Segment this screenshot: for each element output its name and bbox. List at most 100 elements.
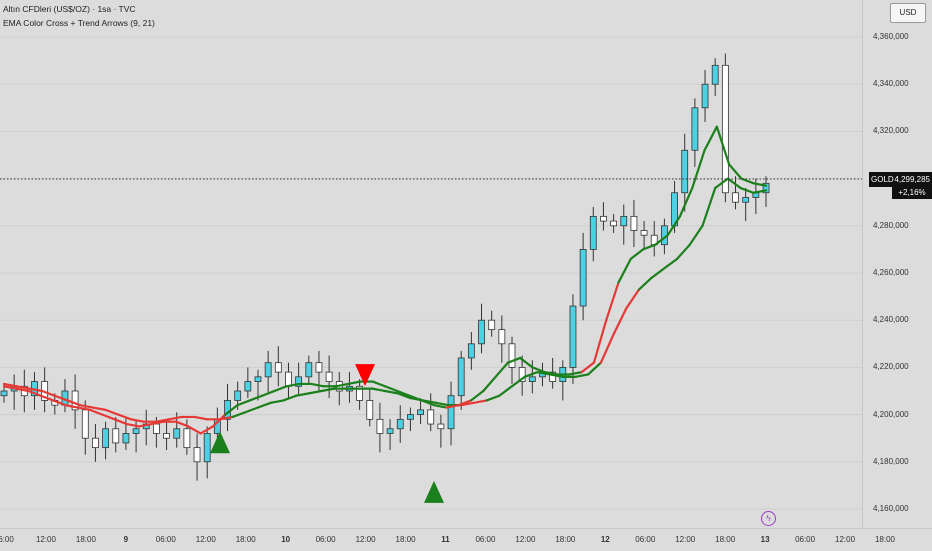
price-axis-label: 4,240,000 <box>873 315 909 325</box>
candle-body <box>569 305 577 368</box>
chart-title: Altın CFDleri (US$/OZ) · 1sa · TVC <box>3 4 136 14</box>
ema-fast-segment <box>310 382 325 388</box>
ema-slow-segment <box>675 243 691 260</box>
ema-slow-segment <box>536 371 552 376</box>
candle-body <box>386 428 394 434</box>
ema-fast-segment <box>580 361 596 374</box>
ema-fast-segment <box>408 394 423 402</box>
ema-fast-segment <box>260 389 276 397</box>
ema-fast-segment <box>371 380 387 388</box>
time-axis-label: 6:00 <box>0 535 14 544</box>
time-axis-label: 06:00 <box>795 535 816 544</box>
ema-fast-segment <box>703 125 718 152</box>
ema-slow-segment <box>587 361 603 376</box>
ema-slow-segment <box>485 394 501 402</box>
ema-fast-segment <box>248 394 264 402</box>
currency-button[interactable]: USD <box>890 3 926 23</box>
time-axis-label: 18:00 <box>235 535 256 544</box>
ema-slow-segment <box>79 404 95 409</box>
ema-fast-segment <box>433 404 448 409</box>
candle-body <box>427 409 435 425</box>
ema-fast-segment <box>420 399 436 407</box>
ema-fast-segment <box>691 149 706 190</box>
ema-slow-segment <box>295 392 310 397</box>
time-axis-label: 18:00 <box>555 535 576 544</box>
ema-slow-segment <box>320 387 336 393</box>
candle-body <box>183 428 191 449</box>
time-axis-label: 12 <box>600 535 610 544</box>
time-axis-label: 11 <box>441 535 450 544</box>
time-axis-label: 12:00 <box>515 535 536 544</box>
ema-slow-segment <box>739 186 755 194</box>
ema-slow-segment <box>282 394 298 402</box>
ema-slow-segment <box>498 385 514 397</box>
ema-fast-segment <box>445 404 460 409</box>
ema-fast-segment <box>469 389 485 402</box>
ema-slow-segment <box>460 401 475 407</box>
flash-icon[interactable]: ϟ <box>761 511 776 526</box>
ema-fast-segment <box>347 380 362 386</box>
time-axis-label: 18:00 <box>75 535 96 544</box>
ema-slow-segment <box>168 415 183 421</box>
ema-fast-segment <box>39 394 55 402</box>
ema-slow-segment <box>231 411 247 419</box>
ema-slow-segment <box>714 177 730 190</box>
ema-fast-segment <box>383 385 399 393</box>
candle-body <box>112 428 120 444</box>
ema-fast-segment <box>494 361 510 378</box>
ema-fast-segment <box>2 385 18 390</box>
time-axis-label: 12:00 <box>355 535 376 544</box>
price-axis-label: 4,220,000 <box>873 362 909 372</box>
candle-body <box>681 149 689 194</box>
candle-body <box>102 428 109 449</box>
ema-slow-segment <box>434 401 450 407</box>
ema-fast-segment <box>482 375 497 393</box>
ema-fast-segment <box>150 420 165 426</box>
candle-body <box>711 64 719 85</box>
ema-fast-segment <box>76 406 92 411</box>
candle-body <box>528 376 536 382</box>
ema-slow-segment <box>383 389 399 395</box>
ema-slow-segment <box>599 333 615 364</box>
ema-slow-segment <box>752 189 768 194</box>
candle-body <box>396 418 404 430</box>
candle-body <box>691 107 699 151</box>
candle-body <box>457 357 465 397</box>
candle-body <box>589 215 597 250</box>
ema-slow-segment <box>244 406 260 414</box>
candle-body <box>447 395 455 430</box>
ema-fast-segment <box>629 248 645 260</box>
ema-fast-segment <box>592 319 608 364</box>
ema-slow-segment <box>40 389 56 397</box>
time-axis[interactable]: 6:00 12:00 18:00 9 06:00 12:00 18:00 10 06:00 12:… <box>0 528 932 551</box>
candle-body <box>234 390 242 401</box>
ema-fast-segment <box>752 182 768 187</box>
candle-body <box>264 362 272 378</box>
ema-fast-segment <box>138 422 153 428</box>
time-axis-label: 10 <box>281 535 291 544</box>
ema-fast-segment <box>27 389 42 397</box>
candles <box>0 53 770 481</box>
ema-fast-segment <box>506 356 522 364</box>
ema-fast-segment <box>654 234 669 246</box>
candle-body <box>356 385 364 401</box>
candle-body <box>508 343 516 368</box>
ema-slow-segment <box>396 392 412 400</box>
price-axis[interactable]: 4,360,0004,340,0004,320,0004,300,0004,28… <box>862 0 932 528</box>
candle-body <box>579 248 587 307</box>
ema-fast-segment <box>199 425 215 435</box>
candle-body <box>244 381 252 392</box>
ema-fast-segment <box>125 422 141 428</box>
ema-fast-segment <box>531 366 546 374</box>
buy-arrow <box>424 480 444 503</box>
time-axis-label: 12:00 <box>835 535 856 544</box>
ema-fast-segment <box>641 243 657 251</box>
ema-slow-segment <box>371 387 387 393</box>
sell-arrow <box>355 364 375 387</box>
ema-fast-segment <box>285 382 301 388</box>
ema-fast-segment <box>64 404 79 409</box>
ema-slow-segment <box>269 399 285 404</box>
ema-slow-segment <box>307 389 323 395</box>
ema-fast-segment <box>605 281 620 322</box>
price-chart[interactable] <box>0 0 862 528</box>
